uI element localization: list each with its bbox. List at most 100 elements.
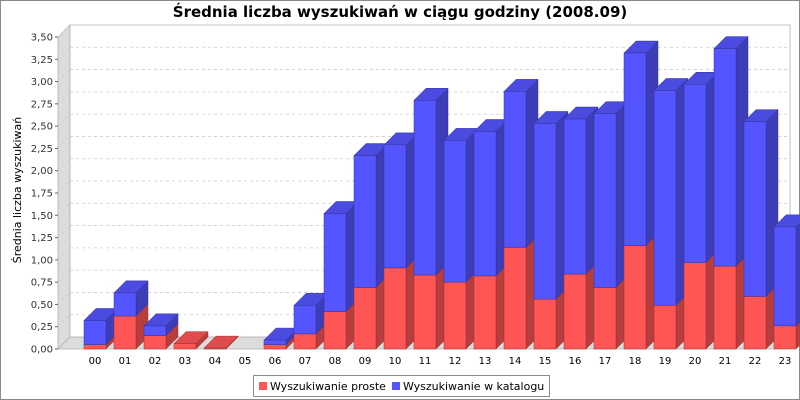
grid-line-wall bbox=[57, 247, 71, 261]
x-tick-label: 09 bbox=[359, 356, 372, 367]
x-tick-label: 10 bbox=[389, 356, 402, 367]
x-tick-label: 01 bbox=[119, 356, 132, 367]
x-tick-label: 06 bbox=[269, 356, 282, 367]
x-tick-label: 19 bbox=[659, 356, 672, 367]
bar-katalog bbox=[593, 113, 617, 288]
x-tick-label: 02 bbox=[149, 356, 162, 367]
y-tick-label: 0,50 bbox=[31, 300, 53, 311]
x-tick-label: 22 bbox=[749, 356, 762, 367]
x-tick-label: 18 bbox=[629, 356, 642, 367]
bar-katalog bbox=[503, 91, 527, 248]
bar-proste bbox=[293, 333, 317, 350]
grid-line-wall bbox=[57, 69, 71, 82]
bar-katalog bbox=[563, 118, 587, 275]
bar-proste bbox=[713, 265, 737, 350]
bar-katalog bbox=[653, 90, 677, 306]
bar-katalog bbox=[683, 83, 707, 263]
x-tick-label: 00 bbox=[89, 356, 102, 367]
bar-proste bbox=[173, 343, 197, 350]
bar-katalog bbox=[773, 226, 797, 327]
bar-proste bbox=[503, 247, 527, 350]
x-tick-label: 23 bbox=[779, 356, 792, 367]
grid-line-wall bbox=[57, 91, 71, 105]
chart-legend: Wyszukiwanie proste Wyszukiwanie w katal… bbox=[253, 375, 551, 397]
bar-proste bbox=[473, 275, 497, 350]
bar-katalog bbox=[413, 100, 437, 276]
bar-proste bbox=[413, 274, 437, 350]
bar-proste bbox=[203, 347, 227, 350]
bar-katalog bbox=[713, 48, 737, 267]
legend-label-proste: Wyszukiwanie proste bbox=[270, 379, 386, 393]
grid-line-wall bbox=[57, 136, 71, 149]
legend-swatch-katalog bbox=[391, 382, 400, 390]
bar-proste bbox=[263, 344, 287, 350]
bar-proste bbox=[443, 281, 467, 350]
x-tick-label: 15 bbox=[539, 356, 552, 367]
grid-line-wall bbox=[57, 180, 71, 194]
x-tick-label: 13 bbox=[479, 356, 492, 367]
chart-title: Średnia liczba wyszukiwań w ciągu godzin… bbox=[172, 3, 628, 21]
x-tick-label: 21 bbox=[719, 356, 732, 367]
legend-item-proste: Wyszukiwanie proste bbox=[259, 380, 386, 393]
bar-proste bbox=[83, 344, 107, 350]
x-tick-label: 08 bbox=[329, 356, 342, 367]
grid-line-wall bbox=[57, 314, 71, 327]
grid-line-wall bbox=[57, 292, 71, 305]
bar-proste bbox=[113, 315, 137, 350]
bar-proste bbox=[383, 267, 407, 350]
bar-proste bbox=[563, 273, 587, 350]
bar-katalog bbox=[293, 305, 317, 335]
x-tick-label: 03 bbox=[179, 356, 192, 367]
bar-katalog bbox=[353, 155, 377, 288]
y-tick-label: 2,25 bbox=[31, 144, 53, 155]
grid-line-wall bbox=[57, 24, 71, 38]
bar-katalog bbox=[143, 325, 167, 336]
grid-line-wall bbox=[57, 225, 71, 238]
bar-katalog bbox=[743, 121, 767, 297]
bar-proste bbox=[593, 287, 617, 350]
y-tick-label: 3,25 bbox=[31, 55, 53, 66]
y-tick-label: 0,00 bbox=[31, 345, 53, 356]
x-tick-label: 14 bbox=[509, 356, 522, 367]
grid-line-wall bbox=[57, 203, 71, 216]
bars bbox=[83, 35, 800, 350]
bar-katalog bbox=[323, 213, 347, 312]
bar-proste bbox=[323, 311, 347, 350]
y-tick-label: 0,75 bbox=[31, 278, 53, 289]
bar-proste bbox=[743, 296, 767, 350]
bar-proste bbox=[623, 245, 647, 350]
x-tick-label: 12 bbox=[449, 356, 462, 367]
x-tick-label: 11 bbox=[419, 356, 432, 367]
bar-side bbox=[795, 222, 800, 327]
x-tick-label: 04 bbox=[209, 356, 222, 367]
grid-line-wall bbox=[57, 269, 71, 283]
bar-katalog bbox=[473, 131, 497, 277]
bar-proste bbox=[683, 262, 707, 350]
bar-proste bbox=[773, 325, 797, 350]
y-tick-labels: 0,00 0,25 0,50 0,75 1,00 1,25 1,50 1,75 2,00 2,25… bbox=[31, 33, 58, 356]
bar-katalog bbox=[383, 144, 407, 269]
x-tick-label: 17 bbox=[599, 356, 612, 367]
grid-line-wall bbox=[57, 158, 71, 171]
y-tick-label: 2,50 bbox=[31, 122, 53, 133]
bar-katalog bbox=[533, 123, 557, 300]
bar-proste bbox=[653, 305, 677, 350]
y-tick-label: 2,00 bbox=[31, 166, 53, 177]
legend-item-katalog: Wyszukiwanie w katalogu bbox=[391, 380, 544, 393]
bar-katalog bbox=[623, 52, 647, 246]
bar-katalog bbox=[263, 339, 287, 345]
y-tick-label: 0,25 bbox=[31, 322, 53, 333]
x-tick-labels: 00 01 02 03 04 05 06 07 08 09 10 11 12 13 14 15 16 17 18 19… bbox=[89, 356, 792, 367]
y-tick-label: 3,50 bbox=[31, 33, 53, 44]
y-tick-label: 1,50 bbox=[31, 211, 53, 222]
y-tick-label: 2,75 bbox=[31, 99, 53, 110]
x-tick-label: 05 bbox=[239, 356, 252, 367]
y-tick-label: 3,00 bbox=[31, 77, 53, 88]
legend-swatch-proste bbox=[259, 382, 267, 390]
bar-katalog bbox=[83, 320, 107, 345]
y-tick-label: 1,00 bbox=[31, 255, 53, 266]
bar-proste bbox=[353, 287, 377, 350]
grid-line-wall bbox=[57, 113, 71, 127]
bar-proste bbox=[143, 335, 167, 350]
